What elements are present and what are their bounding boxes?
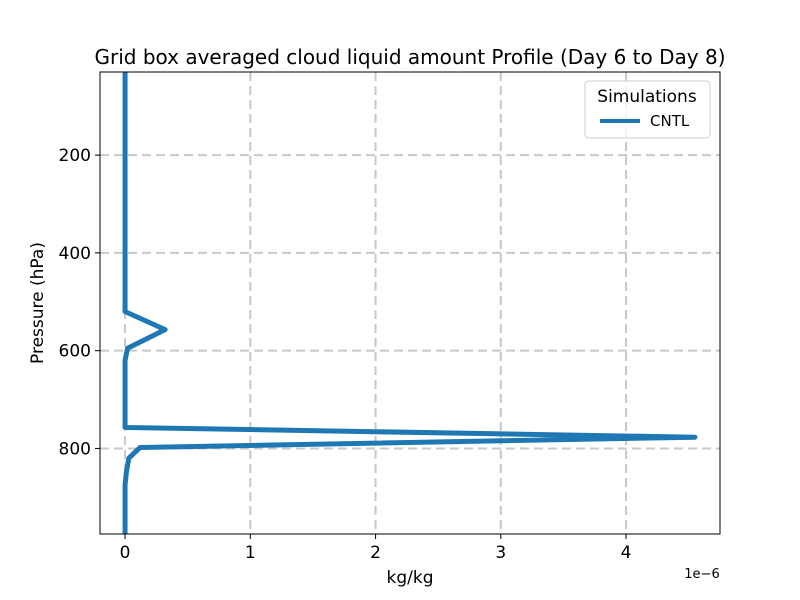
x-tick-label: 3 — [495, 543, 506, 563]
series-line-cntl — [122, 72, 698, 534]
series-layer — [122, 72, 698, 534]
x-tick-label: 4 — [621, 543, 632, 563]
legend-title: Simulations — [597, 87, 697, 107]
plot-frame — [99, 71, 721, 535]
legend: Simulations CNTL — [584, 80, 711, 139]
y-tick-label: 800 — [59, 439, 91, 459]
chart-title: Grid box averaged cloud liquid amount Pr… — [95, 45, 726, 69]
x-tick-label: 0 — [120, 543, 131, 563]
y-tick-label: 400 — [59, 244, 91, 264]
x-axis-offset-label: 1e−6 — [684, 567, 719, 582]
y-tick-label: 200 — [59, 146, 91, 166]
x-axis-ticks: 0 1 2 3 4 — [120, 534, 632, 563]
y-axis-ticks: 200 400 600 800 — [59, 146, 100, 459]
legend-box — [584, 80, 711, 139]
legend-label-cntl: CNTL — [650, 112, 690, 130]
x-axis-label: kg/kg — [387, 568, 434, 588]
x-tick-label: 2 — [370, 543, 381, 563]
grid-lines — [100, 72, 720, 534]
x-tick-label: 1 — [245, 543, 256, 563]
y-axis-label: Pressure (hPa) — [28, 242, 48, 364]
y-tick-label: 600 — [59, 342, 91, 362]
